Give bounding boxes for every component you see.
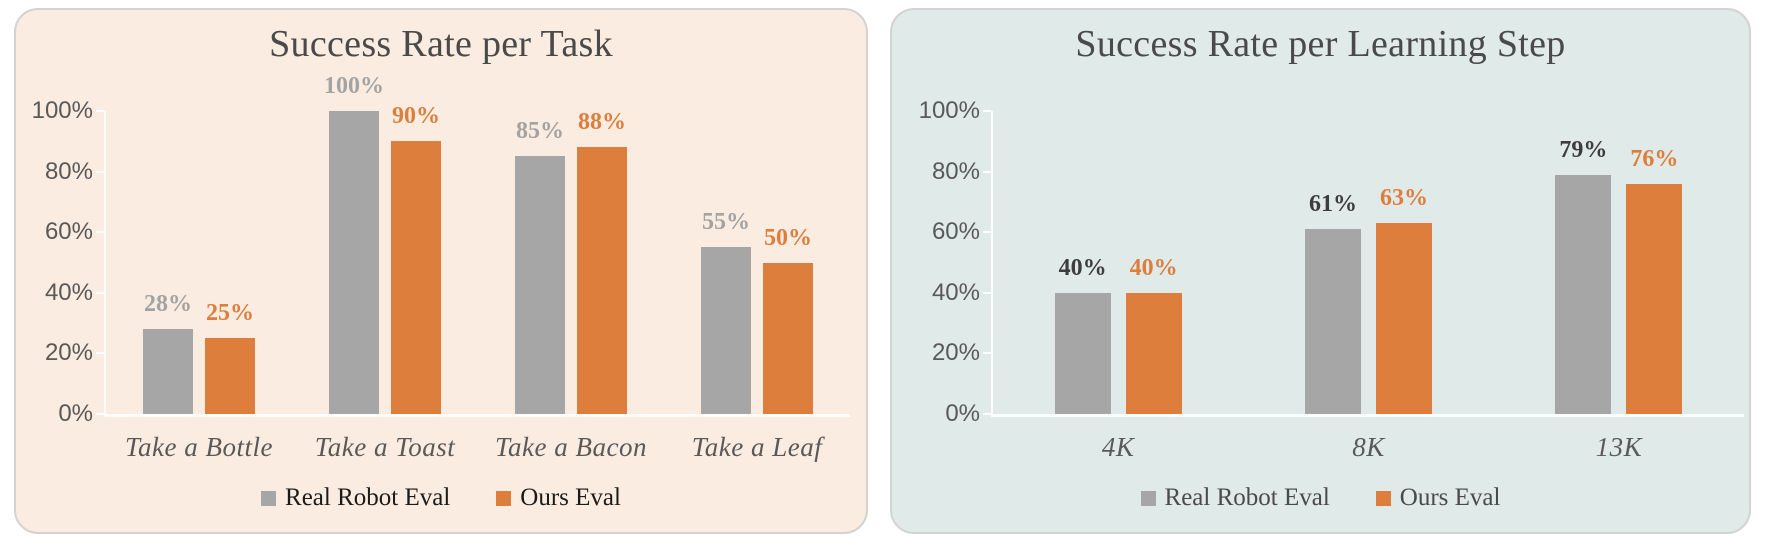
y-axis-tick-mark xyxy=(96,231,104,234)
legend-item-real-robot-eval: Real Robot Eval xyxy=(1140,484,1330,512)
legend-swatch-ours-eval xyxy=(1375,490,1391,506)
x-category-label: Take a Leaf xyxy=(691,432,823,462)
legend-task: Real Robot Eval Ours Eval xyxy=(16,484,866,512)
panel-success-rate-per-learning-step: Success Rate per Learning Step 0% 20% 40% 6… xyxy=(890,8,1751,534)
y-axis-tick-mark xyxy=(96,291,104,294)
bar-ours-eval-8k: 63% xyxy=(1375,185,1432,414)
y-axis-tick-label: 0% xyxy=(945,400,980,427)
y-axis-tick-label: 20% xyxy=(931,339,980,367)
legend-item-ours-eval: Ours Eval xyxy=(1375,484,1501,512)
legend-swatch-real-robot-eval xyxy=(1140,490,1156,506)
plot-area-learning-step: 0% 20% 40% 60% 80% 100% 40% 40% 4K 61% 63% 8K 79% 76%… xyxy=(919,98,1744,462)
y-axis-tick-mark xyxy=(983,231,991,234)
bar-real-robot-eval-take-a-bacon: 85% xyxy=(515,118,565,414)
legend-item-real-robot-eval: Real Robot Eval xyxy=(261,484,450,512)
bar-value-label: 40% xyxy=(1129,254,1178,281)
y-axis-tick-mark xyxy=(983,352,991,355)
bar-group-13k: 79% 76% xyxy=(1494,111,1744,414)
y-axis-tick-label: 0% xyxy=(58,400,93,427)
y-axis-tick-label: 60% xyxy=(44,218,93,246)
bar-ours-eval-13k: 76% xyxy=(1626,146,1683,414)
y-axis-tick-label: 60% xyxy=(931,218,980,246)
bar-value-label: 79% xyxy=(1559,136,1608,163)
bar-real-robot-eval-13k: 79% xyxy=(1555,137,1612,414)
y-axis-tick-label: 100% xyxy=(31,97,93,124)
legend-item-ours-eval: Ours Eval xyxy=(496,484,621,512)
bar-real-robot-eval-8k: 61% xyxy=(1304,191,1361,414)
x-category-label: Take a Bacon xyxy=(495,432,647,462)
bar-value-label: 61% xyxy=(1308,191,1357,218)
y-axis-tick-label: 40% xyxy=(931,278,980,306)
bar-value-label: 88% xyxy=(578,109,626,136)
bar-value-label: 90% xyxy=(392,103,440,130)
chart-title-learning-step: Success Rate per Learning Step xyxy=(1075,23,1566,65)
x-category-label: 4K xyxy=(1101,432,1135,462)
bar-ours-eval-4k: 40% xyxy=(1125,255,1182,414)
x-category-label: Take a Bottle xyxy=(125,432,273,462)
bar-group-take-a-leaf: 55% 50% xyxy=(664,111,850,414)
bar-real-robot-eval-4k: 40% xyxy=(1054,255,1111,414)
y-axis-tick-label: 100% xyxy=(918,97,980,124)
y-axis-tick-mark xyxy=(96,110,104,112)
legend-swatch-real-robot-eval xyxy=(261,490,277,506)
legend-label-ours-eval: Ours Eval xyxy=(520,484,621,511)
y-axis-tick-mark xyxy=(983,291,991,294)
bar-value-label: 40% xyxy=(1058,254,1107,281)
bar-real-robot-eval-take-a-leaf: 55% xyxy=(701,209,751,414)
chart-title-task: Success Rate per Task xyxy=(269,23,613,65)
bar-value-label: 63% xyxy=(1379,185,1428,212)
plot-area-task: 0% 20% 40% 60% 80% 100% 28% 25% Take a Bottle 100… xyxy=(32,73,850,462)
legend-swatch-ours-eval xyxy=(496,490,512,506)
y-axis-tick-mark xyxy=(96,170,104,173)
x-category-label: Take a Toast xyxy=(314,432,456,462)
bar-value-label: 25% xyxy=(206,300,254,327)
legend-label-ours-eval: Ours Eval xyxy=(1399,484,1501,511)
bar-ours-eval-take-a-toast: 90% xyxy=(391,103,441,414)
legend-label-real-robot-eval: Real Robot Eval xyxy=(285,484,451,511)
bar-real-robot-eval-take-a-bottle: 28% xyxy=(143,291,193,414)
legend-label-real-robot-eval: Real Robot Eval xyxy=(1164,484,1330,511)
y-axis-tick-label: 80% xyxy=(931,157,980,185)
y-axis-tick-label: 80% xyxy=(44,157,93,185)
bar-value-label: 28% xyxy=(144,291,192,318)
bar-group-8k: 61% 63% xyxy=(1243,111,1493,414)
bar-group-take-a-toast: 100% 90% xyxy=(292,73,478,414)
y-axis-tick-mark xyxy=(96,352,104,355)
bar-real-robot-eval-take-a-toast: 100% xyxy=(324,73,384,414)
bar-value-label: 85% xyxy=(516,118,564,145)
bar-value-label: 100% xyxy=(324,73,384,99)
y-axis-tick-mark xyxy=(983,170,991,173)
x-category-label: 8K xyxy=(1352,432,1385,462)
bar-value-label: 50% xyxy=(764,224,812,251)
bar-group-4k: 40% 40% xyxy=(993,111,1243,414)
panel-success-rate-per-task: Success Rate per Task 0% 20% 40% 60% 80% 100%… xyxy=(14,8,868,534)
x-category-label: 13K xyxy=(1595,432,1643,462)
bar-ours-eval-take-a-bacon: 88% xyxy=(577,109,627,414)
y-axis-tick-mark xyxy=(983,413,991,415)
legend-learning-step: Real Robot Eval Ours Eval xyxy=(892,484,1749,512)
bar-group-take-a-bacon: 85% 88% xyxy=(478,109,664,414)
bar-ours-eval-take-a-bottle: 25% xyxy=(205,300,255,414)
bar-value-label: 55% xyxy=(702,209,750,236)
y-axis-tick-label: 40% xyxy=(44,278,93,306)
bar-value-label: 76% xyxy=(1630,145,1679,172)
bar-group-take-a-bottle: 28% 25% xyxy=(106,111,292,414)
y-axis-tick-label: 20% xyxy=(44,339,93,367)
y-axis-tick-mark xyxy=(96,413,104,415)
bar-ours-eval-take-a-leaf: 50% xyxy=(763,225,813,414)
y-axis-tick-mark xyxy=(983,110,991,112)
